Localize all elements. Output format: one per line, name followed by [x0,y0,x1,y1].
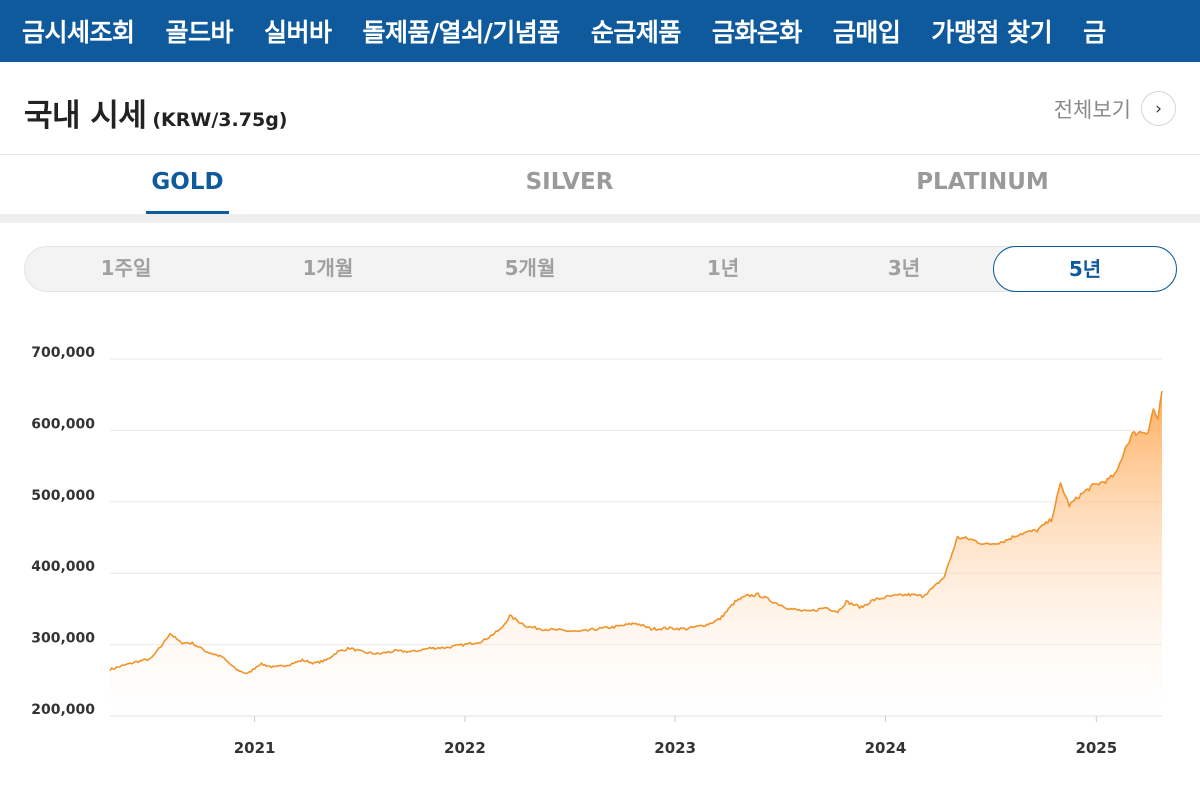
nav-item-coins[interactable]: 금화은화 [711,18,803,47]
period-1year[interactable]: 1년 [706,256,740,280]
period-3years[interactable]: 3년 [887,256,921,280]
tab-silver[interactable]: SILVER [525,169,614,195]
y-tick-label: 600,000 [31,416,95,432]
x-tick-label: 2024 [865,739,907,757]
top-nav: 금시세조회 골드바 실버바 돌제품/열쇠/기념품 순금제품 금화은화 금매입 가… [0,0,1200,62]
nav-item-store-finder[interactable]: 가맹점 찾기 [931,18,1053,47]
nav-item-gold-buyback[interactable]: 금매입 [832,18,901,47]
price-line [109,390,1163,675]
nav-item-gold-bar[interactable]: 골드바 [165,18,234,47]
view-all-label: 전체보기 [1053,97,1131,122]
y-tick-label: 200,000 [31,702,95,718]
period-5months[interactable]: 5개월 [504,256,556,280]
period-1week[interactable]: 1주일 [100,256,152,280]
x-tick-label: 2025 [1075,739,1117,757]
price-chart-svg: 200,000 300,000 400,000 500,000 600,000 700,0… [31,345,1163,757]
page-title: 국내 시세 (KRW/3.75g) [24,90,287,135]
page-title-text: 국내 시세 [24,98,147,134]
top-nav-items: 금시세조회 골드바 실버바 돌제품/열쇠/기념품 순금제품 금화은화 금매입 가… [0,0,1137,62]
nav-item-pure-gold[interactable]: 순금제품 [590,18,682,47]
nav-item-silver-bar[interactable]: 실버바 [264,18,332,47]
x-tick-label: 2023 [654,739,696,757]
period-5years[interactable]: 5년 [993,246,1177,292]
view-all-link[interactable]: 전체보기 › [1054,91,1176,126]
x-tick-label: 2022 [444,739,486,757]
period-selector: 1주일 1개월 5개월 1년 3년 5년 [24,246,1177,292]
x-tick-label: 2021 [234,739,276,757]
y-tick-label: 700,000 [31,345,95,361]
period-1month[interactable]: 1개월 [302,256,354,280]
nav-item-gold-price[interactable]: 금시세조회 [22,18,135,47]
section-header: 국내 시세 (KRW/3.75g) 전체보기 › [0,62,1200,155]
tab-platinum[interactable]: PLATINUM [916,169,1049,195]
price-area [110,391,1162,716]
y-tick-label: 300,000 [31,631,95,647]
nav-item-gifts[interactable]: 돌제품/열쇠/기념품 [362,18,561,47]
section-divider [0,214,1200,223]
y-tick-label: 500,000 [31,488,95,504]
y-tick-label: 400,000 [31,559,95,575]
price-chart: 200,000 300,000 400,000 500,000 600,000 700,0… [0,330,1200,770]
tab-gold[interactable]: GOLD [146,156,229,214]
price-unit: (KRW/3.75g) [152,109,288,131]
nav-item-more[interactable]: 금 [1083,18,1106,47]
chevron-right-icon[interactable]: › [1141,91,1176,126]
metal-tabs: GOLD SILVER PLATINUM [0,156,1200,214]
